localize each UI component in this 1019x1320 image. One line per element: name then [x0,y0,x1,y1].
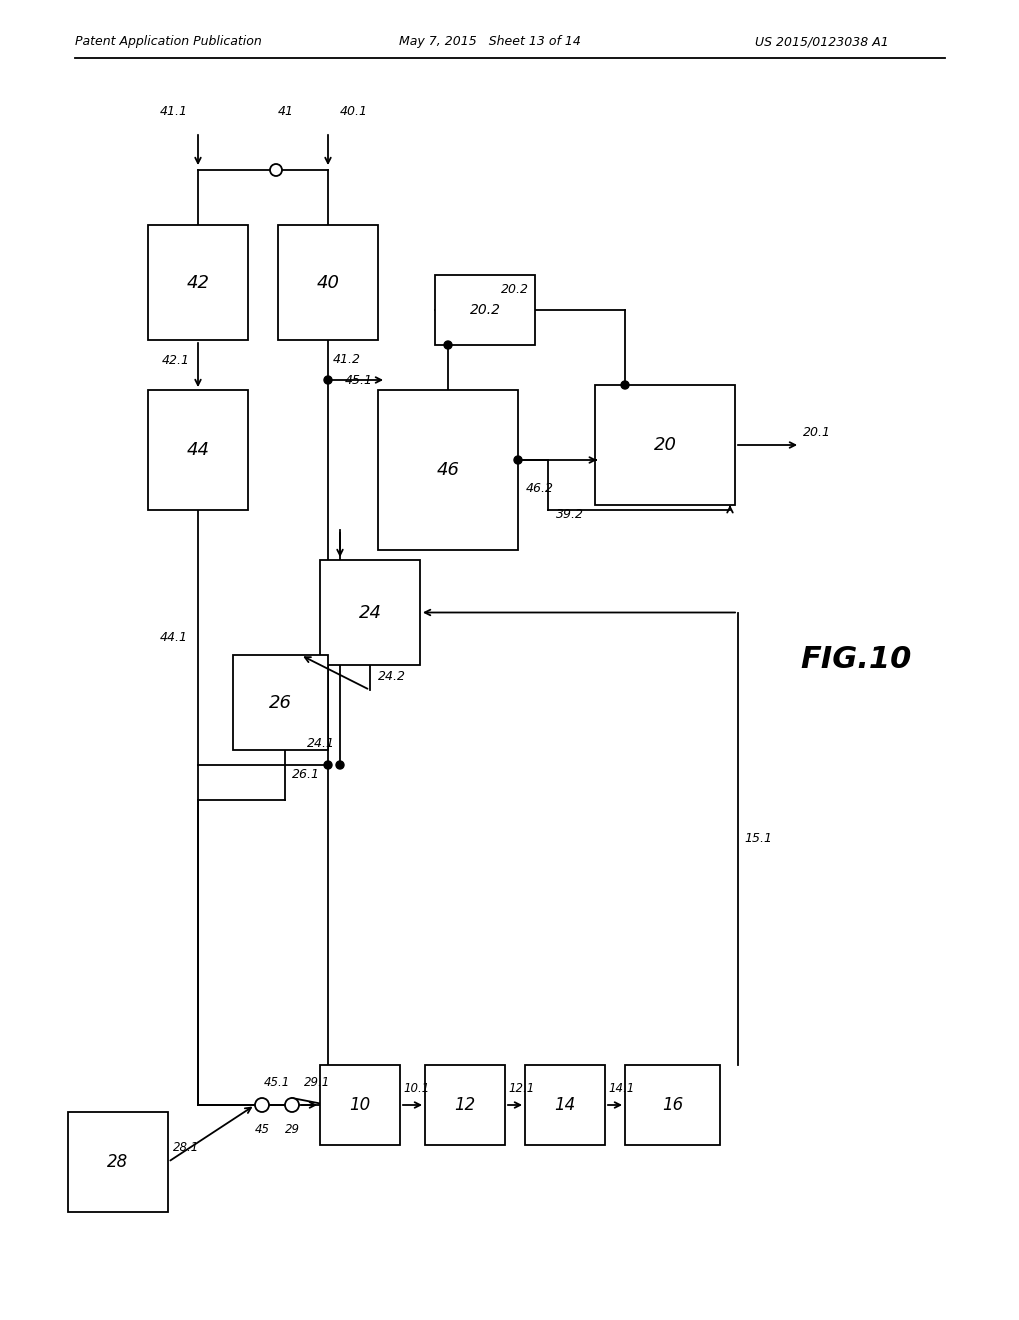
Text: May 7, 2015   Sheet 13 of 14: May 7, 2015 Sheet 13 of 14 [398,36,581,49]
Circle shape [270,164,281,176]
Circle shape [324,376,331,384]
Circle shape [324,762,331,770]
Text: 20: 20 [653,436,676,454]
Bar [68,1111,168,1212]
Text: 15.1: 15.1 [743,832,771,845]
Bar [378,389,518,550]
Circle shape [443,341,451,348]
Bar [320,1065,399,1144]
Text: 12.1: 12.1 [507,1082,534,1096]
Text: Patent Application Publication: Patent Application Publication [75,36,262,49]
Bar [525,1065,604,1144]
Text: 41: 41 [278,106,293,117]
Circle shape [255,1098,269,1111]
Text: 44: 44 [186,441,209,459]
Bar [278,224,378,341]
Text: 39.2: 39.2 [555,508,584,521]
Text: FIG.10: FIG.10 [799,645,911,675]
Text: 41.1: 41.1 [160,106,187,117]
Bar [425,1065,504,1144]
Text: 45.1: 45.1 [344,374,373,387]
Text: 10: 10 [350,1096,370,1114]
Bar [320,560,420,665]
Bar [148,389,248,510]
Text: 42.1: 42.1 [162,354,190,367]
Text: 14.1: 14.1 [607,1082,634,1096]
Text: 12: 12 [453,1096,475,1114]
Text: 24.1: 24.1 [307,737,334,750]
Circle shape [514,455,522,465]
Text: 29: 29 [284,1123,300,1137]
Text: 42: 42 [186,273,209,292]
Bar [232,655,328,750]
Text: 24.2: 24.2 [378,671,406,684]
Text: 20.2: 20.2 [500,282,529,296]
Text: 29.1: 29.1 [304,1076,330,1089]
Circle shape [284,1098,299,1111]
Bar [625,1065,719,1144]
Text: US 2015/0123038 A1: US 2015/0123038 A1 [754,36,888,49]
Text: 14: 14 [554,1096,575,1114]
Text: 20.2: 20.2 [469,304,500,317]
Text: 24: 24 [358,603,381,622]
Text: 26: 26 [269,693,291,711]
Text: 40.1: 40.1 [339,106,368,117]
Bar [148,224,248,341]
Circle shape [621,381,629,389]
Text: 20.1: 20.1 [802,426,830,440]
Text: 28.1: 28.1 [173,1140,199,1154]
Text: 44.1: 44.1 [160,631,187,644]
Text: 45.1: 45.1 [264,1076,289,1089]
Text: 40: 40 [316,273,339,292]
Text: 41.2: 41.2 [332,352,361,366]
Text: 46.2: 46.2 [526,482,553,495]
Text: 45: 45 [255,1123,269,1137]
Bar [434,275,535,345]
Text: 10.1: 10.1 [403,1082,429,1096]
Text: 46: 46 [436,461,459,479]
Circle shape [335,762,343,770]
Text: 28: 28 [107,1152,128,1171]
Text: 16: 16 [661,1096,683,1114]
Text: 26.1: 26.1 [291,768,319,781]
Bar [594,385,735,506]
